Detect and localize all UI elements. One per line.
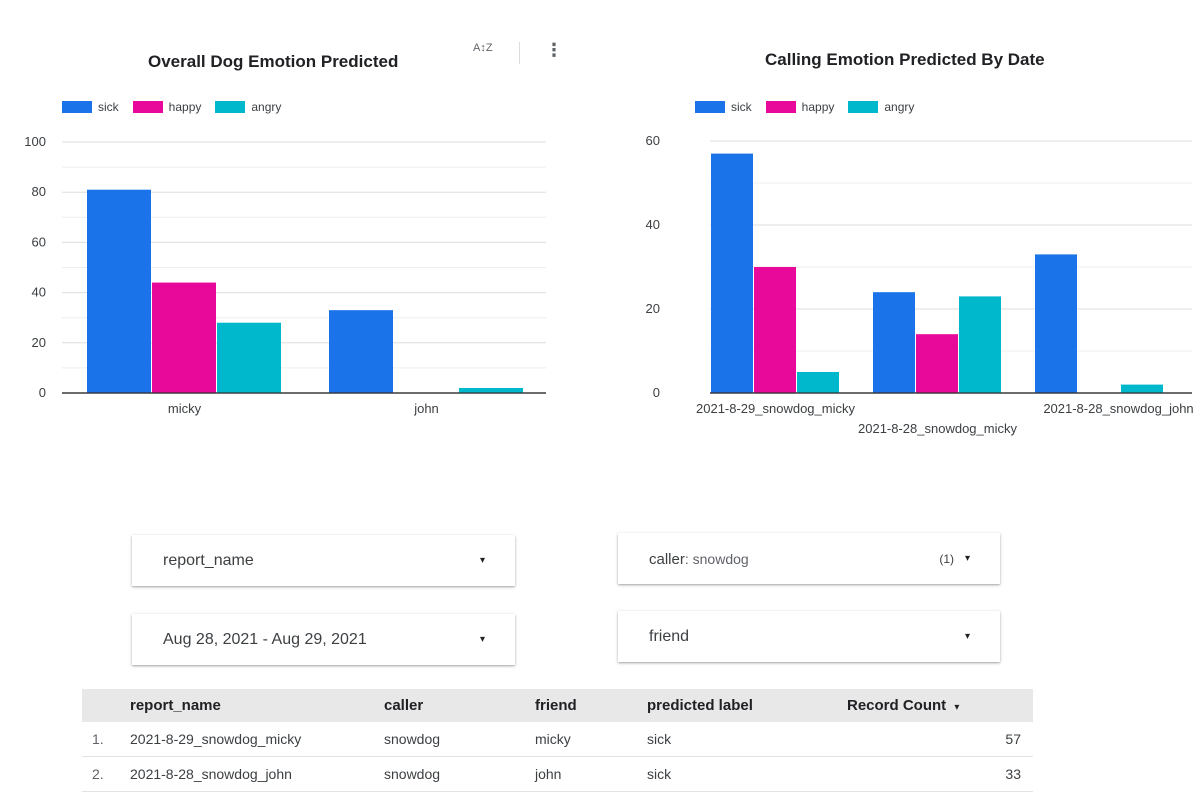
bar-happy-0 bbox=[754, 267, 796, 393]
chevron-down-icon: ▾ bbox=[964, 553, 970, 564]
row-index: 2. bbox=[82, 756, 130, 792]
bar-sick-1 bbox=[873, 292, 915, 393]
legend-swatch bbox=[695, 101, 725, 113]
y-tick-label: 80 bbox=[32, 184, 46, 199]
bar-angry-1 bbox=[459, 387, 523, 393]
data-table: report_name caller friend predicted labe… bbox=[82, 689, 1033, 792]
filter-count-badge: (1) bbox=[939, 551, 954, 566]
filter-value: : snowdog bbox=[684, 551, 749, 567]
cell-friend: john bbox=[535, 756, 647, 792]
x-tick-label: 2021-8-28_snowdog_john bbox=[1043, 401, 1193, 416]
more-vert-icon[interactable]: ⋮ bbox=[545, 40, 563, 60]
y-tick-label: 40 bbox=[32, 285, 46, 300]
legend-swatch bbox=[848, 101, 879, 113]
header-friend[interactable]: friend bbox=[535, 689, 647, 722]
cell-record-count: 57 bbox=[847, 722, 1033, 757]
legend-swatch bbox=[765, 101, 796, 113]
legend-item-happy[interactable]: happy bbox=[132, 100, 202, 114]
legend-label: sick bbox=[98, 100, 119, 114]
legend-swatch bbox=[132, 101, 163, 113]
bar-happy-0 bbox=[152, 282, 216, 393]
cell-friend: micky bbox=[535, 722, 647, 757]
cell-predicted-label: sick bbox=[647, 756, 847, 792]
legend-label: angry bbox=[884, 100, 915, 114]
header-caller[interactable]: caller bbox=[384, 689, 535, 722]
caller-filter[interactable]: caller: snowdog (1) ▾ bbox=[618, 533, 1000, 584]
legend-item-sick[interactable]: sick bbox=[695, 100, 752, 114]
x-tick-label: 2021-8-28_snowdog_micky bbox=[858, 421, 1017, 436]
legend-item-angry[interactable]: angry bbox=[215, 100, 281, 114]
y-tick-label: 20 bbox=[32, 335, 46, 350]
cell-caller: snowdog bbox=[384, 756, 535, 792]
header-index bbox=[82, 689, 130, 722]
cell-caller: snowdog bbox=[384, 722, 535, 757]
chart-1-plot: 0 20 40 60 80 100 micky john bbox=[24, 134, 546, 416]
cell-predicted-label: sick bbox=[647, 722, 847, 757]
chart-2-legend: sick happy angry bbox=[695, 100, 928, 114]
filter-label: report_name bbox=[163, 551, 254, 569]
y-tick-label: 20 bbox=[646, 301, 660, 316]
x-tick-label: 2021-8-29_snowdog_micky bbox=[696, 401, 855, 416]
report-name-filter[interactable]: report_name ▾ bbox=[132, 535, 515, 586]
bar-happy-1 bbox=[916, 334, 958, 393]
cell-record-count: 33 bbox=[847, 756, 1033, 792]
x-tick-label: micky bbox=[168, 401, 202, 416]
table-row[interactable]: 2. 2021-8-28_snowdog_john snowdog john s… bbox=[82, 756, 1033, 792]
filter-label: Aug 28, 2021 - Aug 29, 2021 bbox=[163, 630, 367, 648]
date-range-filter[interactable]: Aug 28, 2021 - Aug 29, 2021 ▾ bbox=[132, 614, 515, 665]
bar-angry-0 bbox=[217, 322, 281, 393]
bar-angry-0 bbox=[797, 372, 839, 393]
filter-text: caller: snowdog bbox=[649, 551, 749, 569]
y-tick-label: 100 bbox=[24, 134, 46, 149]
cell-report-name: 2021-8-29_snowdog_micky bbox=[130, 722, 384, 757]
sort-az-icon[interactable]: A↕Z bbox=[473, 42, 493, 54]
bar-angry-1 bbox=[959, 296, 1001, 393]
chart-2-plot: 02040602021-8-29_snowdog_micky2021-8-28_… bbox=[646, 133, 1194, 436]
x-tick-label: john bbox=[413, 401, 439, 416]
friend-filter[interactable]: friend ▾ bbox=[618, 611, 1000, 662]
cell-report-name: 2021-8-28_snowdog_john bbox=[130, 756, 384, 792]
y-tick-label: 0 bbox=[39, 385, 46, 400]
y-tick-label: 40 bbox=[646, 217, 660, 232]
legend-label: angry bbox=[251, 100, 282, 114]
filter-label: friend bbox=[649, 627, 690, 645]
table-header-row: report_name caller friend predicted labe… bbox=[82, 689, 1033, 722]
chevron-down-icon: ▾ bbox=[479, 555, 485, 566]
bar-angry-2 bbox=[1121, 384, 1163, 393]
toolbar-divider bbox=[519, 42, 520, 64]
header-predicted-label[interactable]: predicted label bbox=[647, 689, 847, 722]
legend-label: happy bbox=[168, 100, 202, 114]
legend-item-sick[interactable]: sick bbox=[62, 100, 119, 114]
header-record-count[interactable]: Record Count ▾ bbox=[847, 689, 1033, 722]
legend-label: sick bbox=[731, 100, 752, 114]
chart-1-legend: sick happy angry bbox=[62, 100, 295, 114]
legend-item-angry[interactable]: angry bbox=[848, 100, 914, 114]
chart-2-title: Calling Emotion Predicted By Date bbox=[765, 50, 1045, 69]
sort-desc-icon: ▾ bbox=[954, 702, 960, 713]
legend-label: happy bbox=[801, 100, 835, 114]
row-index: 1. bbox=[82, 722, 130, 757]
bar-sick-0 bbox=[87, 189, 151, 393]
legend-swatch bbox=[62, 101, 92, 113]
header-record-count-label: Record Count bbox=[847, 697, 947, 714]
y-tick-label: 0 bbox=[653, 385, 660, 400]
y-tick-label: 60 bbox=[32, 234, 46, 249]
bar-sick-2 bbox=[1035, 254, 1077, 393]
chevron-down-icon: ▾ bbox=[964, 631, 970, 642]
y-tick-label: 60 bbox=[646, 133, 660, 148]
legend-swatch bbox=[215, 101, 246, 113]
legend-item-happy[interactable]: happy bbox=[765, 100, 835, 114]
chevron-down-icon: ▾ bbox=[479, 634, 485, 645]
bar-sick-1 bbox=[329, 310, 393, 393]
filter-key: caller bbox=[649, 551, 685, 568]
table-row[interactable]: 1. 2021-8-29_snowdog_micky snowdog micky… bbox=[82, 722, 1033, 757]
chart-1-title: Overall Dog Emotion Predicted bbox=[148, 52, 399, 71]
bar-sick-0 bbox=[711, 153, 753, 393]
header-report-name[interactable]: report_name bbox=[130, 689, 384, 722]
